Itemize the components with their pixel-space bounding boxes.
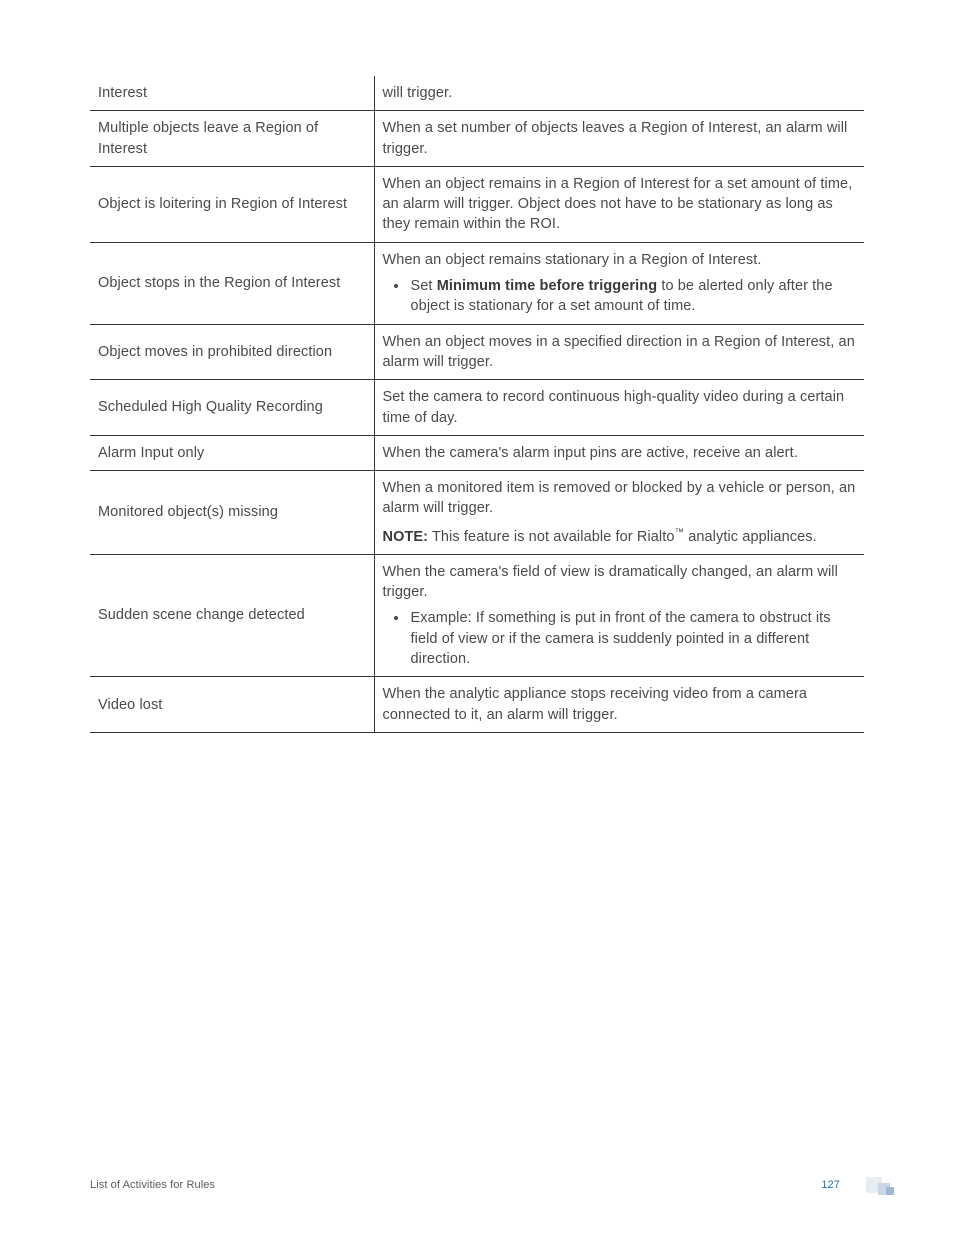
table-row: Interest will trigger. — [90, 76, 864, 111]
description-text: When an object moves in a specified dire… — [383, 332, 857, 373]
description-text: When an object remains stationary in a R… — [383, 250, 857, 270]
description-text: Set the camera to record continuous high… — [383, 387, 857, 428]
table-row: Multiple objects leave a Region of Inter… — [90, 111, 864, 167]
rule-name: Object moves in prohibited direction — [90, 324, 374, 380]
description-text: NOTE: This feature is not available for … — [383, 525, 857, 547]
footer-decoration-icon — [866, 1175, 900, 1195]
table-row: Object stops in the Region of Interest Wh… — [90, 242, 864, 324]
rule-description: Set the camera to record continuous high… — [374, 380, 864, 436]
table-row: Monitored object(s) missingWhen a monito… — [90, 471, 864, 555]
table-row: Object moves in prohibited directionWhen… — [90, 324, 864, 380]
page-footer: List of Activities for Rules 127 — [90, 1173, 954, 1193]
description-text: When an object remains in a Region of In… — [383, 174, 857, 235]
rule-name: Multiple objects leave a Region of Inter… — [90, 111, 374, 167]
table-row: Sudden scene change detectedWhen the cam… — [90, 554, 864, 676]
rule-name: Scheduled High Quality Recording — [90, 380, 374, 436]
description-list: Example: If something is put in front of… — [383, 608, 857, 669]
description-text: When the camera's alarm input pins are a… — [383, 443, 857, 463]
table-row: Alarm Input only When the camera's alarm … — [90, 435, 864, 470]
rule-description: will trigger. — [374, 76, 864, 111]
rule-description: When the camera's field of view is drama… — [374, 554, 864, 676]
description-text: When the camera's field of view is drama… — [383, 562, 857, 603]
rule-description: When a set number of objects leaves a Re… — [374, 111, 864, 167]
description-list: Set Minimum time before triggering to be… — [383, 276, 857, 317]
rule-description: When the camera's alarm input pins are a… — [374, 435, 864, 470]
rules-table: Interest will trigger. Multiple objects le… — [90, 76, 864, 733]
rule-name: Alarm Input only — [90, 435, 374, 470]
rule-description: When a monitored item is removed or bloc… — [374, 471, 864, 555]
list-item: Example: If something is put in front of… — [409, 608, 857, 669]
rule-description: When an object remains in a Region of In… — [374, 166, 864, 242]
list-item: Set Minimum time before triggering to be… — [409, 276, 857, 317]
rule-description: When an object moves in a specified dire… — [374, 324, 864, 380]
footer-title: List of Activities for Rules — [90, 1178, 215, 1193]
rule-description: When the analytic appliance stops receiv… — [374, 677, 864, 733]
description-text: When the analytic appliance stops receiv… — [383, 684, 857, 725]
footer-page-number: 127 — [821, 1178, 840, 1193]
description-text: When a set number of objects leaves a Re… — [383, 118, 857, 159]
rule-name: Object stops in the Region of Interest — [90, 242, 374, 324]
page: Interest will trigger. Multiple objects le… — [0, 0, 954, 1235]
rule-name: Monitored object(s) missing — [90, 471, 374, 555]
description-text: will trigger. — [383, 83, 857, 103]
rule-name: Video lost — [90, 677, 374, 733]
description-text: When a monitored item is removed or bloc… — [383, 478, 857, 519]
table-row: Scheduled High Quality RecordingSet the … — [90, 380, 864, 436]
rule-name: Object is loitering in Region of Interes… — [90, 166, 374, 242]
table-row: Video lostWhen the analytic appliance st… — [90, 677, 864, 733]
rule-name: Interest — [90, 76, 374, 111]
rule-description: When an object remains stationary in a R… — [374, 242, 864, 324]
table-row: Object is loitering in Region of Interes… — [90, 166, 864, 242]
rule-name: Sudden scene change detected — [90, 554, 374, 676]
